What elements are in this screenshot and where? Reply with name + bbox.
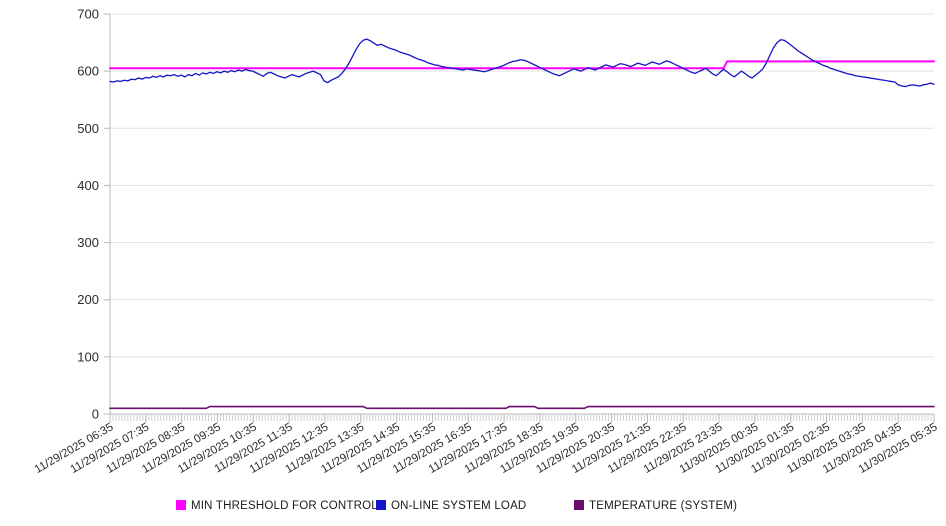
y-tick-label: 400 (77, 178, 99, 193)
y-tick-label: 600 (77, 64, 99, 79)
series-line (109, 405, 935, 410)
y-tick-label: 300 (77, 235, 99, 250)
legend-label: MIN THRESHOLD FOR CONTROL (191, 500, 378, 512)
legend-label: TEMPERATURE (SYSTEM) (589, 500, 737, 512)
legend-swatch (176, 500, 186, 510)
y-tick-label: 200 (77, 292, 99, 307)
y-axis: 0 100 200 300 400 500 600 700 (77, 7, 111, 422)
x-axis (109, 413, 935, 423)
y-tick-label: 100 (77, 349, 99, 364)
series-line (109, 38, 935, 88)
legend-swatch (574, 500, 584, 510)
legend-swatch (376, 500, 386, 510)
legend-label: ON-LINE SYSTEM LOAD (391, 500, 526, 512)
grid-lines (110, 13, 934, 415)
y-tick-label: 700 (77, 7, 99, 22)
y-tick-label: 500 (77, 121, 99, 136)
chart-legend: MIN THRESHOLD FOR CONTROL ON-LINE SYSTEM … (176, 500, 737, 512)
plot-series (109, 38, 935, 410)
y-tick-label: 0 (92, 407, 99, 422)
series-line (109, 60, 935, 70)
